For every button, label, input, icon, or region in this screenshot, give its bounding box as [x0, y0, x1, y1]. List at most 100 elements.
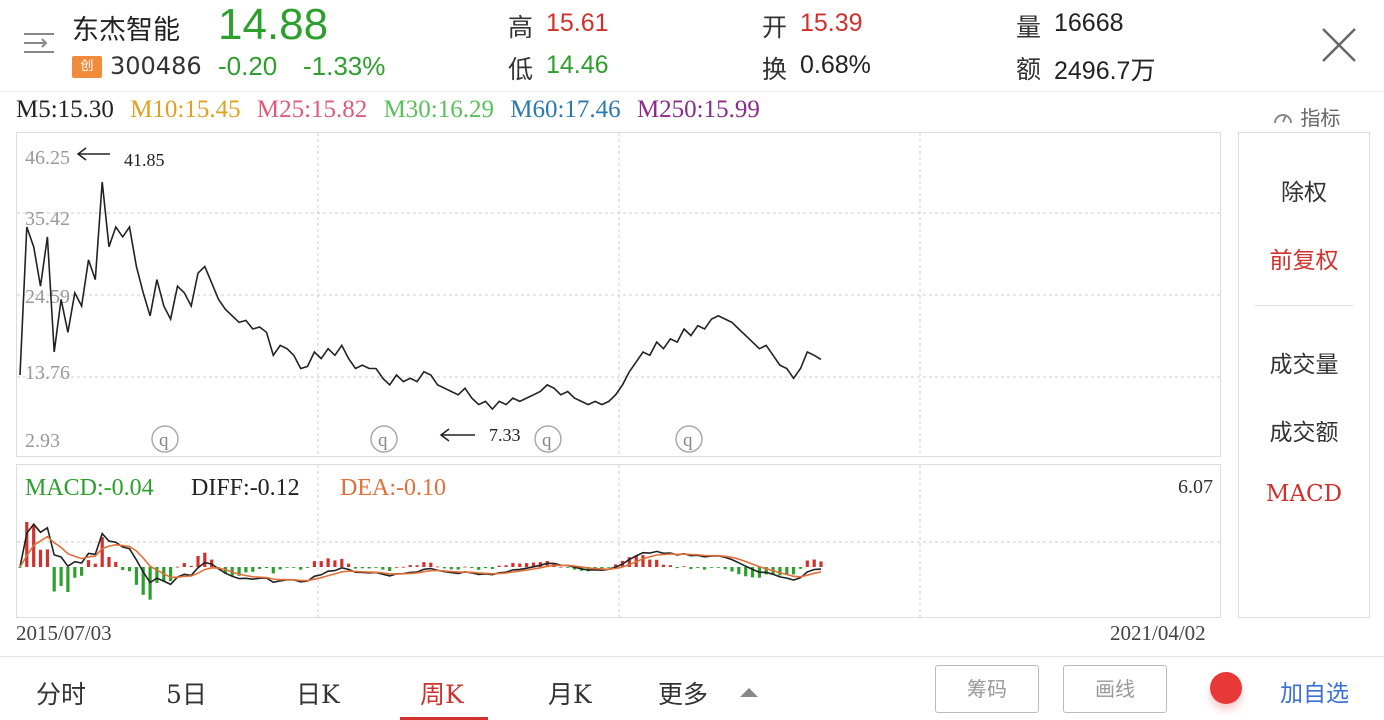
- macd-bar: [38, 549, 43, 567]
- tab-intraday[interactable]: 分时: [36, 680, 87, 709]
- macd-top-value: 6.07: [1178, 476, 1213, 498]
- price-line: [19, 181, 822, 411]
- macd-bar: [730, 567, 734, 572]
- max-value-label: 41.85: [124, 150, 165, 170]
- svg-text:q: q: [159, 430, 169, 451]
- y-tick-label: 24.59: [25, 286, 70, 308]
- start-date: 2015/07/03: [16, 621, 112, 645]
- high-label: 高: [508, 13, 534, 42]
- tab-5day[interactable]: 5日: [166, 680, 207, 709]
- draw-line-button[interactable]: 画线: [1063, 665, 1167, 713]
- macd-bar: [305, 567, 310, 568]
- macd-bar: [648, 559, 652, 567]
- svg-text:q: q: [683, 430, 693, 451]
- min-value-label: 7.33: [489, 425, 521, 445]
- amount-option[interactable]: 成交额: [1269, 420, 1339, 446]
- tab-weekly-k[interactable]: 周K: [420, 680, 464, 709]
- price-change-percent: -1.33%: [303, 51, 386, 81]
- event-marker[interactable]: q: [675, 425, 703, 453]
- macd-bar: [285, 567, 289, 568]
- ex-rights-option[interactable]: 除权: [1281, 180, 1327, 206]
- macd-bar: [422, 562, 426, 567]
- record-button[interactable]: [1210, 672, 1242, 704]
- macd-bar: [107, 557, 111, 567]
- macd-bar: [641, 555, 645, 567]
- close-icon[interactable]: [1320, 26, 1358, 64]
- macd-bar: [778, 567, 782, 576]
- macd-bar: [785, 567, 789, 575]
- macd-bar: [518, 563, 522, 567]
- macd-bar: [627, 557, 631, 567]
- volume-option[interactable]: 成交量: [1269, 352, 1339, 378]
- macd-bar: [141, 567, 145, 595]
- macd-bar: [292, 567, 296, 568]
- macd-bar: [449, 567, 453, 570]
- macd-option[interactable]: MACD: [1265, 481, 1343, 507]
- y-tick-label: 46.25: [25, 147, 70, 169]
- volume-value: 16668: [1054, 9, 1124, 37]
- divider: [1255, 305, 1353, 306]
- ma25-label: M25:15.82: [256, 96, 368, 123]
- macd-bar: [244, 567, 248, 573]
- tab-daily-k[interactable]: 日K: [296, 680, 340, 709]
- macd-bar: [805, 560, 809, 567]
- macd-bar: [374, 567, 378, 568]
- side-panel: 除权 前复权 成交量 成交额 MACD: [1238, 132, 1370, 618]
- macd-bar: [709, 567, 714, 568]
- chip-button[interactable]: 筹码: [935, 665, 1039, 713]
- add-watchlist-button[interactable]: 加自选: [1280, 681, 1349, 707]
- gauge-icon: [1274, 114, 1292, 124]
- macd-bar: [483, 567, 488, 569]
- macd-bar: [114, 561, 118, 567]
- svg-text:q: q: [542, 430, 552, 451]
- forward-adjusted-option[interactable]: 前复权: [1269, 248, 1339, 274]
- y-tick-label: 35.42: [25, 208, 70, 230]
- ma250-label: M250:15.99: [636, 96, 760, 123]
- macd-bar: [744, 567, 748, 577]
- price-change: -0.20: [218, 51, 278, 81]
- event-marker[interactable]: q: [151, 425, 179, 453]
- macd-bar: [737, 567, 741, 575]
- macd-bar: [367, 567, 371, 569]
- macd-bar: [134, 567, 138, 585]
- macd-chart[interactable]: MACD:-0.04 DIFF:-0.12 DEA:-0.10 6.07: [16, 464, 1221, 618]
- macd-bar: [18, 567, 22, 568]
- macd-bar: [333, 560, 337, 567]
- macd-bar: [703, 567, 707, 570]
- current-price: 14.88: [218, 0, 329, 49]
- macd-bar: [682, 566, 686, 567]
- macd-bar: [388, 567, 392, 571]
- macd-bar: [271, 567, 275, 574]
- tab-monthly-k[interactable]: 月K: [548, 680, 592, 709]
- macd-bar: [792, 567, 796, 575]
- min-annotation: 7.33: [439, 425, 521, 445]
- menu-icon[interactable]: [22, 28, 56, 58]
- event-marker[interactable]: q: [370, 425, 398, 453]
- low-value: 14.46: [546, 51, 609, 79]
- macd-bar: [258, 567, 262, 569]
- high-value: 15.61: [546, 9, 609, 37]
- ma-legend: M5:15.30 M10:15.45 M25:15.82 M30:16.29 M…: [16, 96, 770, 124]
- price-chart[interactable]: 46.25 35.42 24.59 13.76 2.93 41.85 7.33 …: [16, 132, 1221, 457]
- dea-line: [19, 535, 822, 582]
- macd-bar: [504, 565, 508, 567]
- macd-bar: [812, 559, 816, 567]
- macd-bar: [237, 567, 241, 576]
- macd-bar: [463, 566, 467, 568]
- y-tick-label: 2.93: [25, 430, 60, 452]
- macd-bar: [490, 567, 494, 569]
- bottom-toolbar: 分时 5日 日K 周K 月K 更多 筹码 画线: [0, 656, 1384, 720]
- macd-bar: [278, 567, 282, 570]
- macd-bar: [100, 537, 104, 567]
- macd-histogram: [18, 522, 823, 600]
- macd-bar: [477, 567, 481, 570]
- macd-bar: [347, 563, 351, 567]
- macd-bar: [360, 567, 364, 569]
- y-tick-label: 13.76: [25, 362, 70, 384]
- macd-bar: [456, 567, 460, 570]
- macd-bar: [559, 566, 563, 568]
- macd-bar: [408, 565, 412, 567]
- indicator-button[interactable]: 指标: [1272, 102, 1340, 131]
- tab-more[interactable]: 更多: [658, 675, 760, 711]
- event-marker[interactable]: q: [534, 425, 562, 453]
